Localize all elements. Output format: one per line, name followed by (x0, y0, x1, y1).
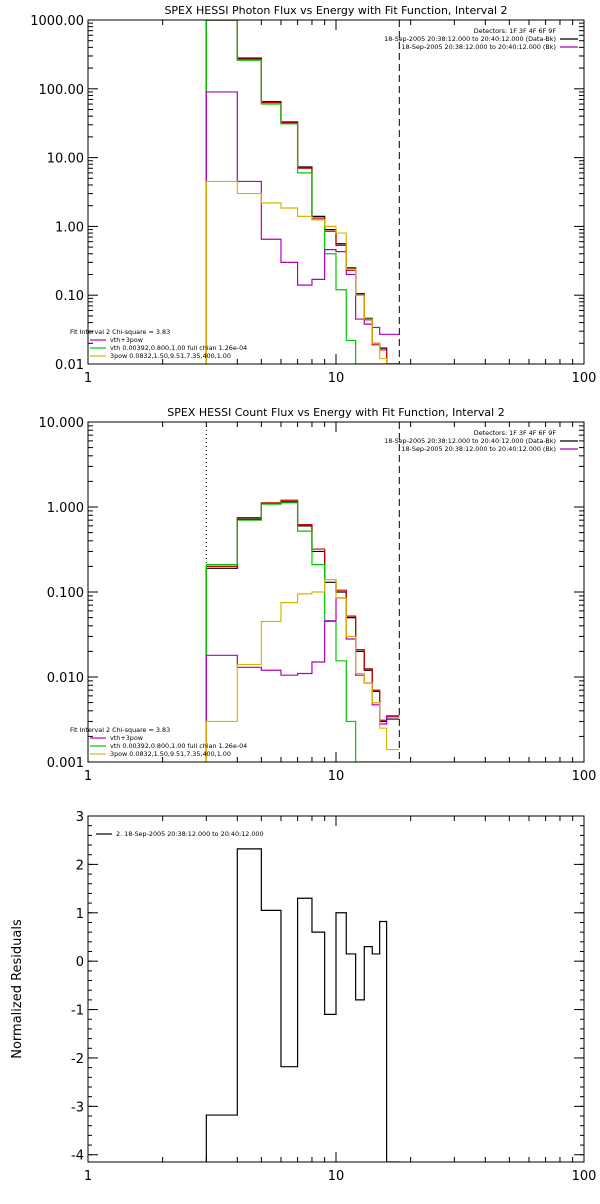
photon-y-tick-label: 0.01 (55, 358, 84, 373)
residual-x-tick-label: 100 (572, 1169, 597, 1184)
count-plot-frame (87, 421, 585, 763)
residual-x-tick-label: 10 (328, 1169, 345, 1184)
count-legend-top-text: 18-Sep-2005 20:38:12.000 to 20:40:12.000… (401, 445, 556, 453)
count-x-tick-label: 100 (572, 769, 597, 784)
count-legend-top-text: 18-Sep-2005 20:38:12.000 to 20:40:12.000… (384, 437, 556, 445)
count-flux-panel: SPEX HESSI Count Flux vs Energy with Fit… (39, 406, 597, 784)
residual-y-tick-label: -1 (71, 1004, 84, 1019)
photon-series-model_total-line (205, 91, 400, 364)
photon-chart-title: SPEX HESSI Photon Flux vs Energy with Fi… (164, 4, 507, 17)
photon-legend-bottom-text: 3pow 0.0832,1.50,9.51,7.35,400,1.00 (110, 352, 231, 360)
count-legend-bottom-text: 3pow 0.0832,1.50,9.51,7.35,400,1.00 (110, 750, 231, 758)
residual-x-tick-label: 1 (84, 1169, 92, 1184)
residual-y-tick-label: -3 (71, 1100, 84, 1115)
residual-plot-frame (87, 815, 585, 1163)
residuals-panel: Normalized Residuals 1 10 100 -4 -3 -2 -1 0 1 2 3 2.… (10, 810, 596, 1184)
count-series-vth-line (205, 502, 400, 762)
residual-y-tick-label: -4 (71, 1149, 84, 1164)
photon-y-tick-label: 0.10 (55, 289, 84, 304)
count-legend-bottom-text: vth+3pow (110, 734, 143, 742)
photon-legend-top-text: 18-Sep-2005 20:38:12.000 to 20:40:12.000… (401, 43, 556, 51)
photon-y-tick-label: 1000.00 (30, 14, 84, 29)
photon-y-tick-label: 100.00 (39, 83, 85, 98)
photon-legend-bottom-text: Fit Interval 2 Chi-square = 3.83 (70, 328, 170, 336)
residual-y-tick-label: 1 (76, 907, 84, 922)
count-legend-bottom-text: vth 0.00392,0.800,1.00 full chian 1.26e-… (110, 742, 247, 750)
photon-x-tick-label: 1 (84, 371, 92, 386)
photon-plot-frame (87, 19, 585, 365)
photon-y-tick-label: 1.00 (55, 220, 84, 235)
count-y-tick-label: 10.000 (39, 416, 85, 431)
count-y-tick-label: 0.001 (47, 756, 84, 771)
count-x-tick-label: 1 (84, 769, 92, 784)
photon-series-data-line (205, 20, 400, 364)
count-series-data-line (205, 501, 400, 762)
residual-series-data-line (205, 848, 400, 1162)
count-x-tick-label: 10 (328, 769, 345, 784)
photon-legend-top-text: Detectors: 1F 3F 4F 6F 9F (474, 27, 557, 35)
photon-legend-bottom-text: vth+3pow (110, 336, 143, 344)
residual-y-tick-label: 3 (76, 810, 84, 825)
photon-series-spow-line (205, 180, 400, 364)
photon-legend-bottom-text: vth 0.00392,0.800,1.00 full chian 1.26e-… (110, 344, 247, 352)
count-legend-bottom-text: Fit Interval 2 Chi-square = 3.83 (70, 726, 170, 734)
residual-y-axis-label: Normalized Residuals (10, 919, 25, 1059)
photon-x-tick-label: 10 (328, 371, 345, 386)
residual-y-tick-label: 0 (76, 955, 84, 970)
count-y-tick-label: 0.010 (47, 671, 84, 686)
count-series-model_total-line (205, 597, 400, 762)
residual-y-tick-label: 2 (76, 858, 84, 873)
photon-series-data_bk-line (205, 20, 400, 364)
residual-legend-top-text: 2. 18-Sep-2005 20:38:12.000 to 20:40:12.… (116, 830, 264, 838)
count-chart-title: SPEX HESSI Count Flux vs Energy with Fit… (167, 406, 504, 419)
photon-series-vth-line (205, 20, 400, 364)
photon-flux-panel: SPEX HESSI Photon Flux vs Energy with Fi… (30, 4, 596, 386)
count-series-spow-line (205, 578, 400, 762)
photon-y-tick-label: 10.00 (47, 152, 84, 167)
photon-x-tick-label: 100 (572, 371, 597, 386)
count-legend-top-text: Detectors: 1F 3F 4F 6F 9F (474, 429, 557, 437)
photon-legend-top-text: 18-Sep-2005 20:38:12.000 to 20:40:12.000… (384, 35, 556, 43)
count-series-data_bk-line (205, 499, 400, 762)
count-y-tick-label: 1.000 (47, 501, 84, 516)
residual-y-tick-label: -2 (71, 1052, 84, 1067)
count-y-tick-label: 0.100 (47, 586, 84, 601)
